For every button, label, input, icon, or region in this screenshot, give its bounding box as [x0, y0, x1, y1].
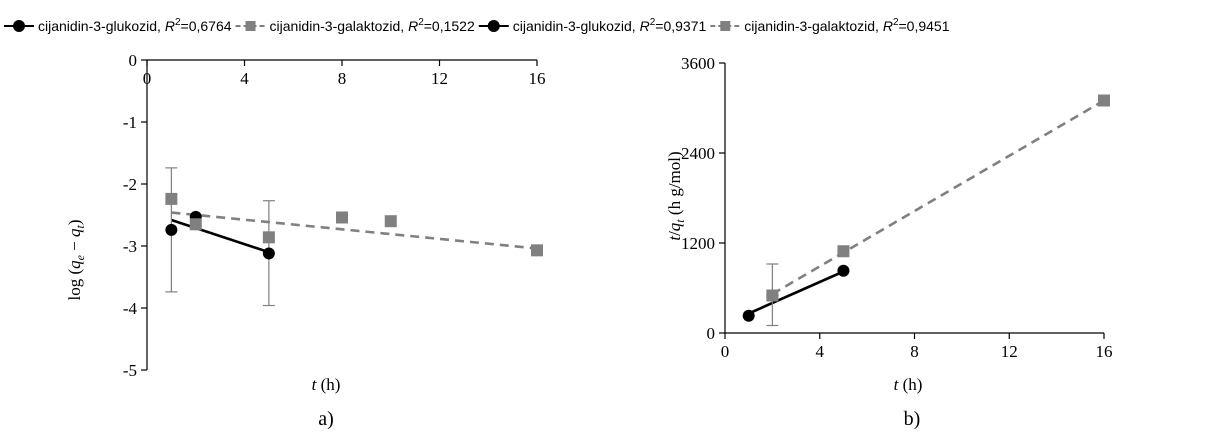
- y-tick-label: 0: [707, 324, 716, 343]
- legend: cijanidin-3-glukozid, R2=0,6764 cijanidin…: [4, 17, 950, 34]
- legend-entry-2: cijanidin-3-galaktozid, R2=0,1522: [270, 17, 475, 34]
- legend-marker-square: [246, 21, 256, 31]
- data-point-square: [385, 215, 397, 227]
- x-tick-label: 4: [240, 69, 249, 88]
- data-point-circle: [743, 310, 755, 322]
- legend-marker-circle: [488, 20, 500, 32]
- x-tick-label: 0: [143, 69, 152, 88]
- legend-entry-4: cijanidin-3-galaktozid, R2=0,9451: [744, 17, 949, 34]
- data-point-circle: [837, 265, 849, 277]
- y-tick-label: 3600: [681, 54, 715, 73]
- y-tick-label: -1: [123, 113, 137, 132]
- data-point-circle: [263, 247, 275, 259]
- chart-panel-b: 0 1200 2400 3600 0 4 8 12 16 t (h) t/qt (h g/mol…: [665, 54, 1113, 430]
- legend-entry-3: cijanidin-3-glukozid, R2=0,9371: [513, 17, 707, 34]
- data-point-square: [190, 218, 202, 230]
- x-tick-label: 16: [1096, 342, 1113, 361]
- x-tick-label: 12: [431, 69, 448, 88]
- x-tick-label: 4: [816, 342, 825, 361]
- data-point-square: [336, 211, 348, 223]
- x-tick-label: 8: [910, 342, 919, 361]
- data-point-square: [766, 290, 778, 302]
- xlabel-a: t (h): [312, 375, 341, 394]
- legend-entry-1: cijanidin-3-glukozid, R2=0,6764: [38, 17, 232, 34]
- x-tick-label: 0: [721, 342, 730, 361]
- x-tick-label: 16: [529, 69, 546, 88]
- y-tick-label: -4: [123, 299, 138, 318]
- panel-label-a: a): [318, 408, 334, 430]
- data-point-square: [263, 231, 275, 243]
- y-tick-label: -5: [123, 361, 137, 380]
- y-tick-label: -3: [123, 237, 137, 256]
- data-point-square: [837, 245, 849, 257]
- data-point-square: [1098, 95, 1110, 107]
- y-tick-label: 1200: [681, 234, 715, 253]
- data-point-circle: [165, 224, 177, 236]
- data-point-square: [165, 193, 177, 205]
- legend-marker-circle: [13, 20, 25, 32]
- y-tick-label: 2400: [681, 144, 715, 163]
- trendline: [171, 220, 269, 252]
- trendline: [171, 213, 537, 249]
- x-tick-label: 12: [1001, 342, 1018, 361]
- ylabel-b: t/qt (h g/mol): [665, 151, 687, 240]
- legend-marker-square: [720, 21, 730, 31]
- trendline: [772, 101, 1104, 295]
- xlabel-b: t (h): [894, 375, 923, 394]
- data-point-square: [531, 244, 543, 256]
- y-tick-label: -2: [123, 175, 137, 194]
- trendline: [749, 272, 844, 314]
- chart-panel-a: 0 -1 -2 -3 -4 -5 0 4 8 12 16 t (h) log (qe − qt) a…: [65, 51, 546, 430]
- y-tick-label: 0: [129, 51, 138, 70]
- panel-label-b: b): [904, 408, 921, 430]
- ylabel-a: log (qe − qt): [65, 219, 87, 300]
- x-tick-label: 8: [338, 69, 347, 88]
